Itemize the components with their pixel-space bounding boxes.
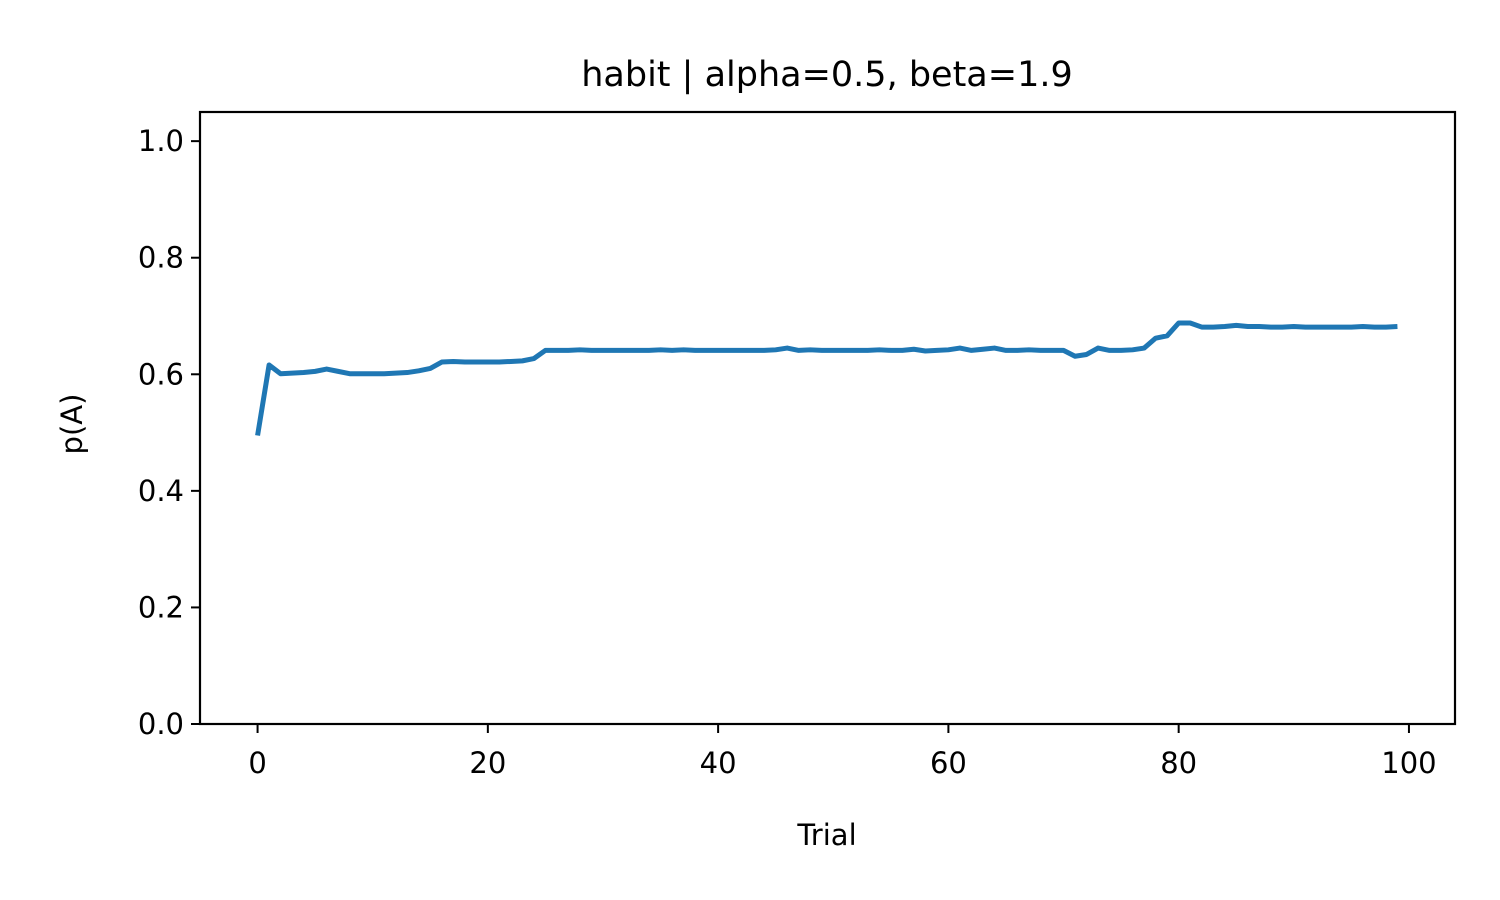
y-tick-label: 1.0 <box>138 124 184 158</box>
x-tick-label: 80 <box>1160 746 1197 780</box>
series-line <box>255 320 1398 436</box>
y-tick-label: 0.8 <box>138 241 184 275</box>
y-tick-label: 0.4 <box>138 474 184 508</box>
x-tick-label: 100 <box>1381 746 1436 780</box>
x-axis-label: Trial <box>796 818 856 852</box>
x-tick-label: 60 <box>930 746 967 780</box>
plot-frame <box>198 110 1457 726</box>
y-tick-label: 0.0 <box>138 707 184 741</box>
x-tick-label: 40 <box>700 746 737 780</box>
y-tick-label: 0.2 <box>138 590 184 624</box>
y-tick-label: 0.6 <box>138 357 184 391</box>
x-tick-label: 20 <box>469 746 506 780</box>
x-tick-label: 0 <box>248 746 266 780</box>
chart-title: habit | alpha=0.5, beta=1.9 <box>581 55 1073 95</box>
y-axis-label: p(A) <box>55 394 89 455</box>
